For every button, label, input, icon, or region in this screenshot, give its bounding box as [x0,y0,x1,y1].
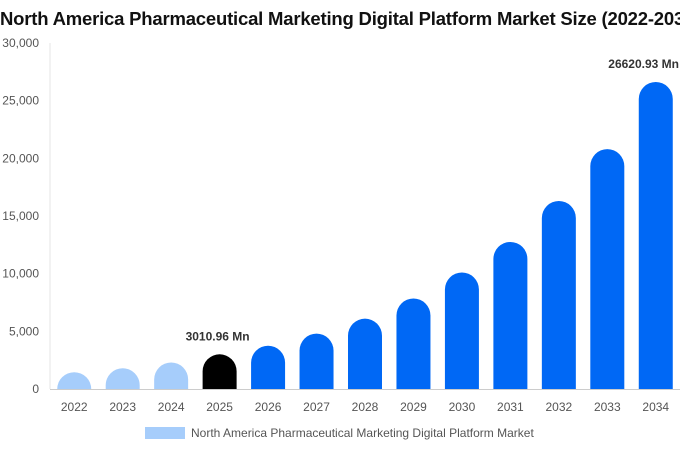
x-tick-label: 2029 [400,400,427,414]
x-tick-label: 2030 [449,400,476,414]
x-tick-label: 2026 [255,400,282,414]
x-tick-label: 2023 [109,400,136,414]
legend-label: North America Pharmaceutical Marketing D… [191,426,534,440]
bar-2028 [348,318,382,389]
y-tick-label: 20,000 [2,151,39,165]
y-tick-label: 15,000 [2,209,39,223]
bar-2032 [541,201,576,389]
x-tick-label: 2031 [497,400,524,414]
chart-title: North America Pharmaceutical Marketing D… [0,8,680,29]
x-tick-label: 2022 [61,400,88,414]
legend: North America Pharmaceutical Marketing D… [145,426,534,440]
bar-2034 [638,81,673,390]
data-label-2025: 3010.96 Mn [186,329,250,343]
x-tick-label: 2033 [594,400,621,414]
y-tick-label: 5,000 [9,324,39,338]
bar-2030 [444,272,479,389]
bars-group [57,81,673,390]
x-tick-label: 2032 [545,400,572,414]
data-label-2034: 26620.93 Mn [608,57,679,71]
y-tick-label: 30,000 [2,36,39,50]
x-tick-label: 2027 [303,400,330,414]
annotations-group: 3010.96 Mn 26620.93 Mn [186,57,679,343]
bar-2024 [154,362,189,389]
x-tick-label: 2034 [642,400,669,414]
y-tick-label: 25,000 [2,94,39,108]
bar-2026 [251,345,286,389]
bar-2025 [202,354,237,389]
x-tick-label: 2024 [158,400,185,414]
bar-2027 [299,333,334,389]
bar-2033 [590,149,625,389]
y-axis: 0 5,000 10,000 15,000 20,000 25,000 30,000 [2,36,51,396]
bar-2022 [57,372,92,389]
bar-2031 [493,241,528,389]
x-tick-label: 2028 [352,400,379,414]
y-tick-label: 10,000 [2,267,39,281]
x-tick-label: 2025 [206,400,233,414]
x-axis: 2022 2023 2024 2025 2026 2027 2028 2029 2030 2031… [50,389,680,414]
bar-2029 [396,298,431,389]
legend-swatch [145,427,185,439]
y-tick-label: 0 [32,382,39,396]
bar-2023 [105,368,140,389]
